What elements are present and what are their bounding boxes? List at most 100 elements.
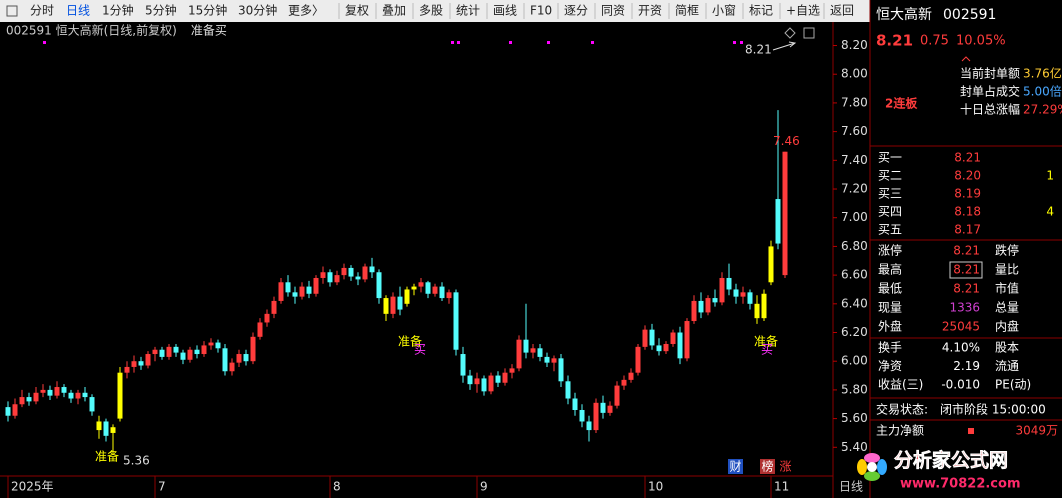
candle-body — [348, 267, 354, 277]
stat-label: 量比 — [995, 263, 1019, 277]
candle-body — [481, 378, 487, 392]
candle-body — [635, 346, 641, 373]
candle-body — [537, 348, 543, 357]
candle-body — [313, 277, 319, 294]
low-label: 5.36 — [123, 454, 150, 468]
candle-body — [607, 405, 613, 413]
toolbar-tab[interactable]: 日线 — [66, 4, 90, 18]
toolbar-tab[interactable]: 15分钟 — [188, 3, 227, 18]
toolbar-button[interactable]: 复权 — [345, 4, 369, 18]
stat-value: 2.19 — [953, 359, 980, 373]
candle-body — [82, 392, 88, 398]
candle-body — [5, 407, 11, 416]
seal-label: 封单占成交 — [960, 84, 1020, 99]
candle-body — [271, 300, 277, 314]
bid-label: 买三 — [878, 187, 902, 201]
icon — [968, 428, 974, 434]
stat-label: 跌停 — [995, 243, 1019, 258]
toolbar-button[interactable]: 小窗 — [712, 4, 736, 18]
toolbar-tab[interactable]: 5分钟 — [145, 3, 177, 18]
candle-body — [19, 397, 25, 405]
candle-body — [376, 272, 382, 299]
icon[interactable] — [803, 27, 815, 39]
candle-body — [131, 361, 137, 367]
toolbar-button[interactable]: 标记 — [749, 4, 773, 18]
stat-label: 内盘 — [995, 319, 1019, 334]
change: 0.75 — [920, 34, 949, 49]
y-tick-label: 7.00 — [841, 210, 868, 224]
candle-body — [173, 346, 179, 353]
bid-price: 8.19 — [954, 187, 981, 201]
candle-body — [740, 292, 746, 297]
candle-body — [243, 354, 249, 362]
y-tick-label: 6.20 — [841, 325, 868, 339]
badge — [728, 459, 743, 474]
candle-body — [180, 352, 186, 360]
candle-body — [215, 342, 221, 349]
candle-body — [621, 379, 627, 386]
candle-body — [292, 292, 298, 297]
indicator-name: 准备买 — [191, 24, 227, 38]
candle-body — [488, 375, 494, 392]
toolbar-tab[interactable]: 30分钟 — [238, 3, 277, 18]
candle-body — [782, 151, 788, 276]
toolbar-button[interactable]: 统计 — [456, 4, 480, 18]
candle-body — [138, 361, 144, 366]
toolbar-button[interactable]: 简框 — [675, 4, 699, 18]
y-tick-label: 7.80 — [841, 95, 868, 109]
candle-body — [747, 292, 753, 304]
toolbar-button[interactable]: 逐分 — [564, 4, 588, 18]
main-net-label: 主力净额 — [876, 424, 924, 438]
y-tick-label: 7.40 — [841, 153, 868, 167]
candle-body — [418, 282, 424, 287]
candle-body — [306, 286, 312, 294]
x-tick-label: 11 — [774, 480, 789, 494]
x-tick-label: 8 — [333, 480, 341, 494]
y-tick-label: 6.40 — [841, 296, 868, 310]
badge-label: 涨 — [780, 459, 792, 474]
toolbar-button[interactable]: 返回 — [830, 4, 854, 18]
stat-label: 总量 — [995, 301, 1019, 315]
toolbar-button[interactable]: 开资 — [638, 4, 662, 18]
logo-name: 分析家公式网 — [894, 449, 1008, 472]
bid-price: 8.20 — [954, 169, 981, 183]
toolbar-tab[interactable]: 更多〉 — [288, 4, 324, 18]
stat-label: 市值 — [995, 281, 1019, 296]
candle-body — [677, 332, 683, 359]
stat-value: 1336 — [949, 301, 980, 315]
toolbar-button[interactable]: 画线 — [493, 4, 517, 18]
candle-body — [530, 348, 536, 353]
y-tick-label: 6.00 — [841, 354, 868, 368]
candle-body — [698, 300, 704, 313]
icon[interactable] — [784, 27, 796, 39]
candle-body — [768, 246, 774, 283]
candle-body — [649, 329, 655, 346]
candle-body — [33, 392, 39, 402]
toolbar-tab[interactable]: 1分钟 — [102, 3, 134, 18]
candle-body — [761, 293, 767, 319]
toolbar-button[interactable]: 多股 — [419, 4, 443, 18]
candle-body — [439, 286, 445, 299]
candle-body — [712, 298, 718, 303]
candle-body — [495, 375, 501, 383]
candle-body — [705, 298, 711, 313]
bid-price: 8.18 — [954, 205, 981, 219]
toolbar-button[interactable]: 叠加 — [382, 4, 406, 18]
y-tick-label: 6.60 — [841, 268, 868, 282]
price: 8.21 — [876, 32, 913, 50]
toolbar-button[interactable]: 同资 — [601, 4, 625, 18]
stat-label: 流通 — [995, 359, 1019, 373]
candle-body — [250, 336, 256, 362]
bid-label: 买五 — [878, 223, 902, 237]
stat-value: 8.21 — [953, 263, 980, 277]
candle-body — [579, 409, 585, 422]
toolbar-button[interactable]: +自选 — [786, 4, 820, 18]
y-tick-label: 5.80 — [841, 382, 868, 396]
icon — [961, 56, 971, 62]
candle-body — [411, 286, 417, 290]
toolbar-tab[interactable]: 分时 — [30, 4, 54, 18]
highlight-box — [949, 261, 983, 279]
candle-body — [103, 421, 109, 436]
stat-value: -0.010 — [941, 378, 980, 392]
toolbar-button[interactable]: F10 — [530, 4, 552, 18]
